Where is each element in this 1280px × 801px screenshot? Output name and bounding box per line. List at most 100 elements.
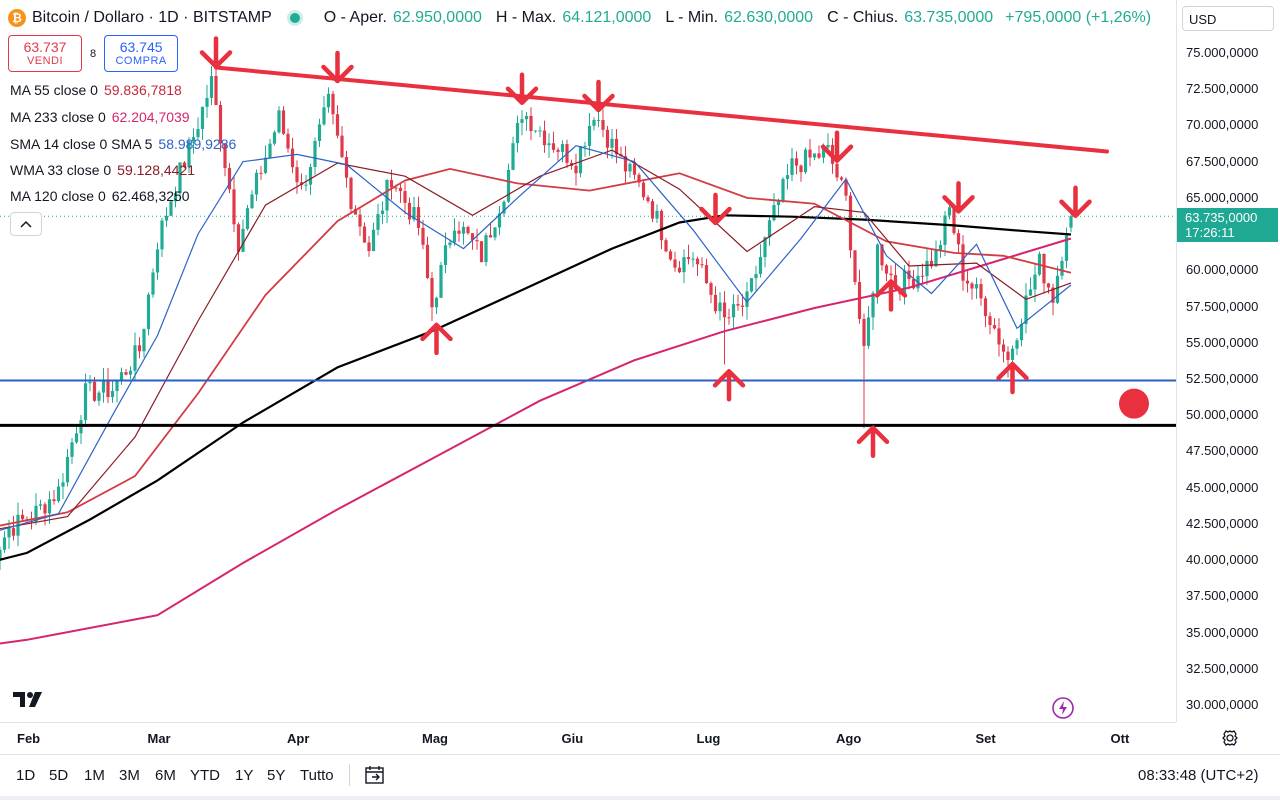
candle-body bbox=[286, 133, 290, 149]
candle bbox=[340, 126, 344, 159]
time-axis[interactable] bbox=[0, 722, 1176, 755]
range-button-1y[interactable]: 1Y bbox=[235, 767, 254, 784]
tradingview-logo[interactable] bbox=[12, 688, 48, 710]
up-arrow-annotation[interactable] bbox=[874, 279, 908, 312]
candle bbox=[155, 242, 160, 280]
down-arrow-annotation[interactable] bbox=[1059, 185, 1092, 218]
candle bbox=[623, 145, 628, 185]
candle-body bbox=[992, 325, 997, 329]
down-arrow-annotation[interactable] bbox=[942, 181, 975, 214]
price-axis[interactable] bbox=[1176, 0, 1280, 722]
lightning-icon[interactable] bbox=[1052, 697, 1074, 719]
up-arrow-annotation[interactable] bbox=[856, 425, 890, 459]
indicator-wma33[interactable]: WMA 33 close 0 59.128,4421 bbox=[10, 160, 195, 180]
candle-body bbox=[371, 229, 376, 252]
y-tick-label: 50.000,0000 bbox=[1186, 407, 1259, 423]
candle bbox=[461, 221, 466, 245]
ohlc-low-label: L - Min. bbox=[665, 9, 719, 26]
candle bbox=[961, 235, 965, 291]
up-arrow-annotation[interactable] bbox=[420, 322, 453, 356]
candle bbox=[7, 519, 11, 549]
candle bbox=[1006, 346, 1010, 378]
candle-body bbox=[470, 233, 475, 241]
candle bbox=[839, 175, 844, 182]
candle bbox=[236, 222, 241, 261]
candle bbox=[232, 177, 236, 233]
candle bbox=[601, 109, 605, 138]
buy-button[interactable]: 63.745 COMPRA bbox=[104, 35, 179, 72]
sell-button[interactable]: 63.737 VENDI bbox=[8, 35, 82, 72]
down-arrow-annotation[interactable] bbox=[820, 130, 854, 163]
candle-body bbox=[218, 104, 223, 144]
down-arrow-annotation[interactable] bbox=[699, 192, 732, 226]
collapse-legend-button[interactable] bbox=[10, 212, 42, 236]
candle bbox=[524, 111, 529, 131]
candle bbox=[367, 236, 371, 257]
currency-selector[interactable]: USD bbox=[1182, 6, 1274, 31]
range-button-5d[interactable]: 5D bbox=[49, 767, 69, 784]
candle bbox=[952, 205, 956, 235]
candle-body bbox=[380, 210, 385, 215]
candle-body bbox=[767, 220, 772, 238]
candle bbox=[808, 138, 812, 167]
candle-body bbox=[421, 227, 425, 245]
candle-body bbox=[142, 329, 146, 352]
candle-body bbox=[772, 205, 776, 221]
candle-body bbox=[614, 138, 619, 155]
range-button-6m[interactable]: 6M bbox=[155, 767, 176, 784]
candle-body bbox=[92, 381, 97, 401]
symbol-title[interactable]: Bitcoin / Dollaro · 1D · BITSTAMP bbox=[32, 9, 272, 26]
candle-body bbox=[385, 180, 389, 211]
range-button-tutto[interactable]: Tutto bbox=[300, 767, 334, 784]
calendar-goto-icon[interactable] bbox=[364, 764, 386, 786]
candle bbox=[583, 141, 587, 157]
candle-body bbox=[1069, 216, 1073, 228]
candle bbox=[403, 182, 407, 215]
down-arrow-annotation[interactable] bbox=[505, 72, 539, 105]
candle-body bbox=[1060, 260, 1064, 276]
candle bbox=[11, 515, 16, 541]
range-button-1m[interactable]: 1M bbox=[84, 767, 105, 784]
range-button-5y[interactable]: 5Y bbox=[267, 767, 286, 784]
up-arrow-annotation[interactable] bbox=[712, 369, 746, 402]
candle bbox=[587, 113, 592, 156]
candle-body bbox=[160, 220, 164, 250]
candle bbox=[704, 258, 709, 285]
candle bbox=[929, 248, 934, 269]
range-button-ytd[interactable]: YTD bbox=[190, 767, 220, 784]
candle-body bbox=[52, 499, 56, 502]
down-arrow-annotation[interactable] bbox=[321, 50, 354, 84]
candle-body bbox=[484, 235, 488, 263]
indicator-ma55[interactable]: MA 55 close 0 59.836,7818 bbox=[10, 80, 182, 100]
candle-body bbox=[2, 537, 7, 550]
up-arrow-annotation[interactable] bbox=[996, 361, 1029, 395]
candle-body bbox=[871, 292, 875, 318]
down-arrow-annotation[interactable] bbox=[199, 36, 233, 69]
candle-body bbox=[295, 167, 299, 183]
candle-body bbox=[520, 119, 524, 123]
candle-body bbox=[236, 224, 241, 252]
timezone-clock[interactable]: 08:33:48 (UTC+2) bbox=[1138, 767, 1259, 784]
down-arrow-annotation[interactable] bbox=[582, 79, 615, 113]
candle bbox=[56, 478, 61, 503]
range-button-3m[interactable]: 3M bbox=[119, 767, 140, 784]
settings-icon[interactable] bbox=[1220, 728, 1240, 748]
candle-body bbox=[43, 504, 47, 514]
indicator-ma233[interactable]: MA 233 close 0 62.204,7039 bbox=[10, 107, 190, 127]
candle bbox=[259, 165, 263, 180]
candle-body bbox=[578, 146, 583, 174]
indicator-sma14[interactable]: SMA 14 close 0 SMA 5 58.989,9286 bbox=[10, 134, 236, 154]
candle-body bbox=[200, 106, 205, 129]
range-button-1d[interactable]: 1D bbox=[16, 767, 36, 784]
candle-body bbox=[241, 228, 245, 252]
resistance-trendline[interactable] bbox=[214, 65, 1109, 154]
price-chart[interactable] bbox=[0, 0, 1176, 722]
toolbar-divider bbox=[349, 764, 350, 786]
candle-body bbox=[448, 242, 452, 246]
indicator-ma120[interactable]: MA 120 close 0 62.468,3250 bbox=[10, 186, 190, 206]
target-dot-annotation[interactable] bbox=[1119, 388, 1149, 419]
candle bbox=[2, 530, 7, 553]
indicator-name: MA 233 close 0 bbox=[10, 109, 106, 125]
candle-body bbox=[119, 372, 124, 382]
candle-body bbox=[367, 242, 371, 252]
